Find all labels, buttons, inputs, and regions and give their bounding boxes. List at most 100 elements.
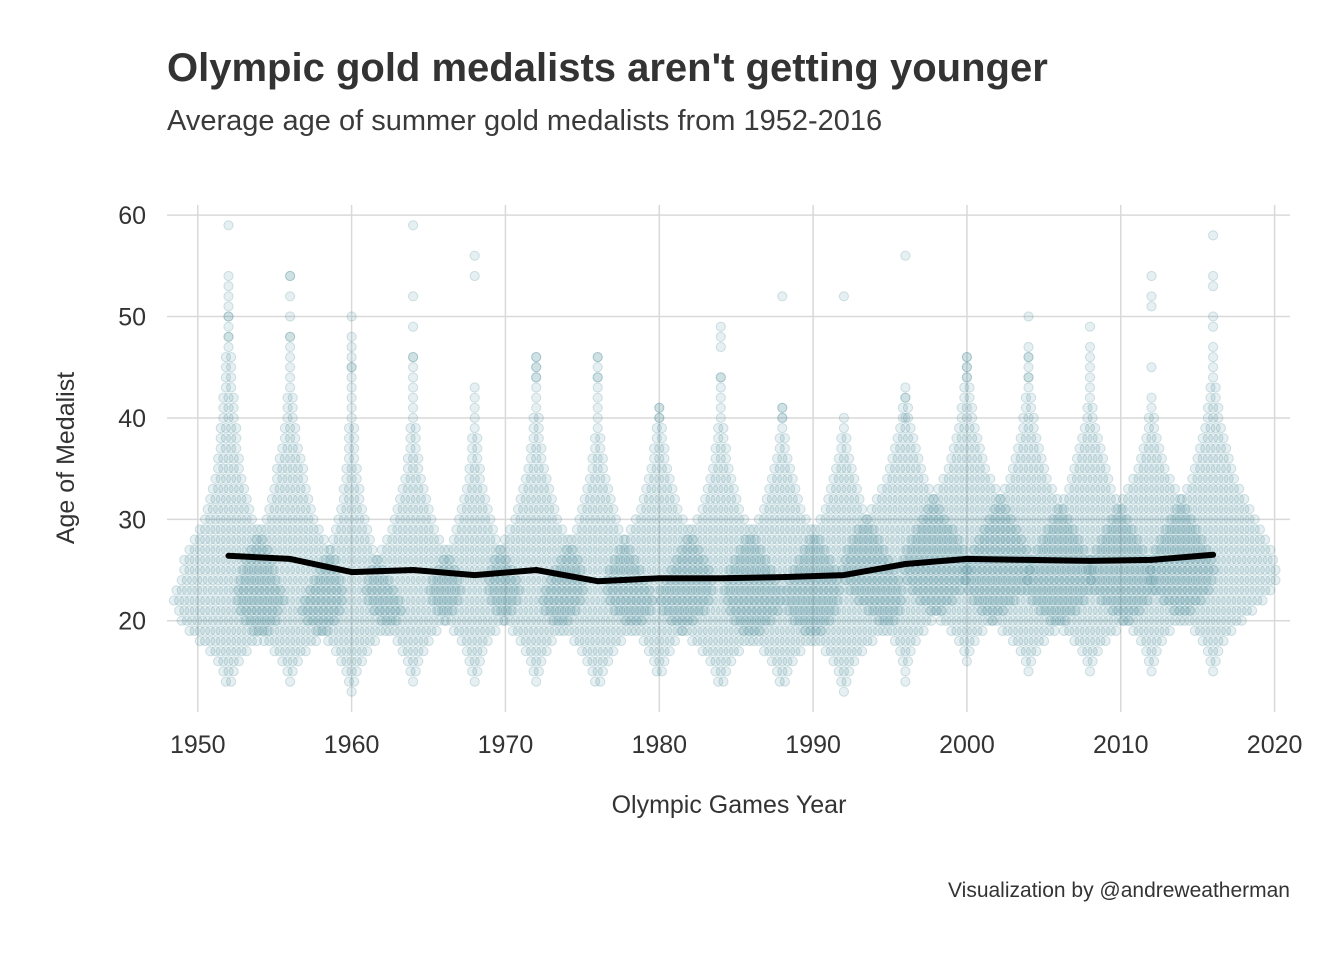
medalist-point: [205, 524, 216, 535]
medalist-point: [467, 483, 478, 494]
medalist-point: [1210, 392, 1221, 403]
medalist-point: [184, 595, 195, 606]
medalist-point: [228, 412, 239, 423]
medalist-point: [459, 554, 470, 566]
medalist-point: [408, 524, 419, 535]
medalist-point: [484, 585, 495, 596]
medalist-point: [541, 646, 552, 657]
medalist-point: [226, 443, 237, 454]
medalist-point: [474, 554, 485, 566]
games-1952-points: [168, 220, 289, 687]
medalist-point: [328, 615, 339, 626]
medalist-point: [669, 635, 681, 647]
medalist-point: [459, 605, 470, 616]
medalist-point: [202, 585, 213, 596]
medalist-point: [549, 595, 560, 606]
medalist-point: [402, 453, 413, 464]
medalist-point: [341, 504, 352, 515]
medalist-point: [448, 605, 459, 616]
medalist-point: [1208, 281, 1219, 292]
medalist-point: [308, 605, 319, 616]
medalist-point: [718, 676, 729, 687]
medalist-point: [480, 554, 491, 566]
medalist-point: [248, 585, 259, 596]
medalist-point: [408, 382, 419, 393]
medalist-point: [464, 514, 475, 525]
medalist-point: [515, 585, 526, 596]
medalist-point: [502, 605, 513, 616]
medalist-point: [287, 412, 298, 423]
medalist-point: [439, 554, 450, 566]
medalist-point: [1149, 423, 1160, 434]
medalist-point: [318, 605, 329, 616]
medalist-point: [279, 625, 290, 637]
medalist-point: [236, 646, 247, 657]
medalist-point: [838, 412, 850, 423]
medalist-point: [266, 514, 277, 525]
medalist-point: [240, 605, 251, 616]
medalist-point: [654, 402, 665, 413]
medalist-point: [259, 564, 270, 576]
medalist-point: [354, 635, 365, 647]
medalist-point: [449, 585, 460, 596]
medalist-point: [318, 615, 329, 626]
chart-subtitle: Average age of summer gold medalists fro…: [167, 105, 883, 137]
medalist-point: [549, 625, 560, 637]
medalist-point: [363, 575, 374, 586]
medalist-point: [205, 595, 216, 606]
x-tick-label: 1970: [478, 731, 534, 759]
medalist-point: [265, 615, 276, 626]
medalist-point: [266, 544, 277, 555]
medalist-point: [454, 554, 465, 566]
medalist-point: [303, 544, 314, 555]
medalist-point: [494, 554, 505, 566]
medalist-point: [179, 564, 190, 576]
medalist-point: [189, 544, 200, 555]
medalist-point: [220, 372, 231, 383]
medalist-point: [469, 392, 480, 403]
medalist-point: [243, 585, 254, 596]
medalist-point: [361, 585, 372, 596]
medalist-point: [246, 564, 257, 576]
medalist-point: [777, 402, 788, 413]
medalist-point: [489, 554, 500, 566]
medalist-point: [331, 595, 342, 606]
medalist-point: [408, 291, 419, 302]
medalist-point: [795, 504, 806, 515]
medalist-point: [202, 615, 213, 626]
medalist-point: [844, 666, 855, 677]
medalist-point: [320, 595, 331, 606]
medalist-point: [205, 564, 216, 576]
medalist-point: [223, 301, 234, 312]
medalist-point: [405, 625, 416, 637]
medalist-point: [292, 524, 303, 535]
medalist-point: [246, 605, 257, 616]
medalist-point: [251, 575, 262, 586]
medalist-point: [980, 463, 991, 474]
medalist-point: [346, 595, 357, 606]
medalist-point: [1023, 352, 1034, 363]
medalist-point: [346, 341, 357, 353]
medalist-point: [292, 463, 303, 474]
medalist-point: [266, 605, 277, 616]
medalist-point: [307, 605, 318, 616]
medalist-point: [572, 585, 583, 596]
medalist-point: [236, 534, 247, 545]
medalist-point: [451, 524, 462, 535]
medalist-point: [338, 605, 349, 616]
medalist-point: [233, 463, 244, 474]
medalist-point: [451, 615, 462, 626]
medalist-point: [220, 534, 231, 545]
medalist-point: [233, 615, 244, 626]
medalist-point: [228, 453, 239, 464]
medalist-point: [202, 575, 213, 586]
medalist-point: [467, 635, 478, 647]
medalist-point: [184, 544, 195, 555]
medalist-point: [964, 392, 975, 403]
medalist-point: [321, 585, 332, 596]
medalist-point: [228, 575, 239, 586]
medalist-point: [200, 534, 211, 545]
medalist-point: [972, 433, 983, 444]
medalist-point: [408, 372, 419, 383]
medalist-point: [380, 605, 391, 616]
